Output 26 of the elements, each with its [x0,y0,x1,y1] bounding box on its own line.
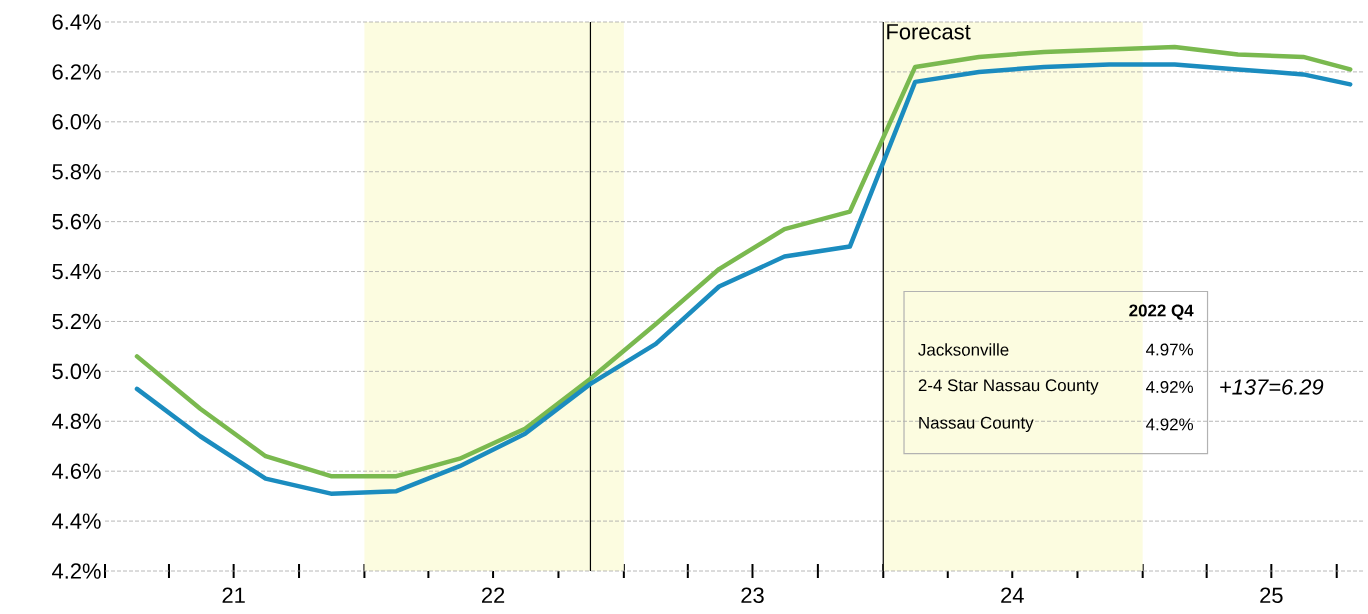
x-tick-label: 21 [222,587,245,603]
y-tick-label: 4.8% [52,413,101,430]
y-tick-label: 5.4% [52,263,101,280]
x-tick-label: 24 [1001,587,1024,603]
y-tick-label: 5.6% [52,213,101,230]
x-tick-label: 23 [741,587,764,604]
annotation: 4.92% [1146,380,1194,393]
y-tick-label: 4.2% [52,563,101,579]
y-tick-label: 5.2% [52,313,101,330]
annotation: Nassau County [919,416,1034,433]
y-tick-label: 4.4% [52,513,101,529]
annotation: 2022 Q4 [1129,304,1194,320]
x-tick-label: 25 [1260,587,1283,604]
ref-line-label: Forecast [887,24,971,40]
y-tick-label: 5.8% [52,163,101,180]
annotation: 4.92% [1146,418,1194,431]
y-tick-label: 6.2% [52,64,101,80]
annotation: 2-4 Star Nassau County [918,379,1099,395]
annotation: +137=6.29 [1220,379,1324,395]
y-tick-label: 5.0% [52,363,101,380]
x-tick-label: 22 [481,587,505,603]
y-tick-label: 6.0% [52,114,101,130]
annotation: 4.97% [1146,343,1194,356]
annotation: Jacksonville [918,343,1009,356]
y-tick-label: 6.4% [52,14,101,30]
y-tick-label: 4.6% [52,463,101,479]
